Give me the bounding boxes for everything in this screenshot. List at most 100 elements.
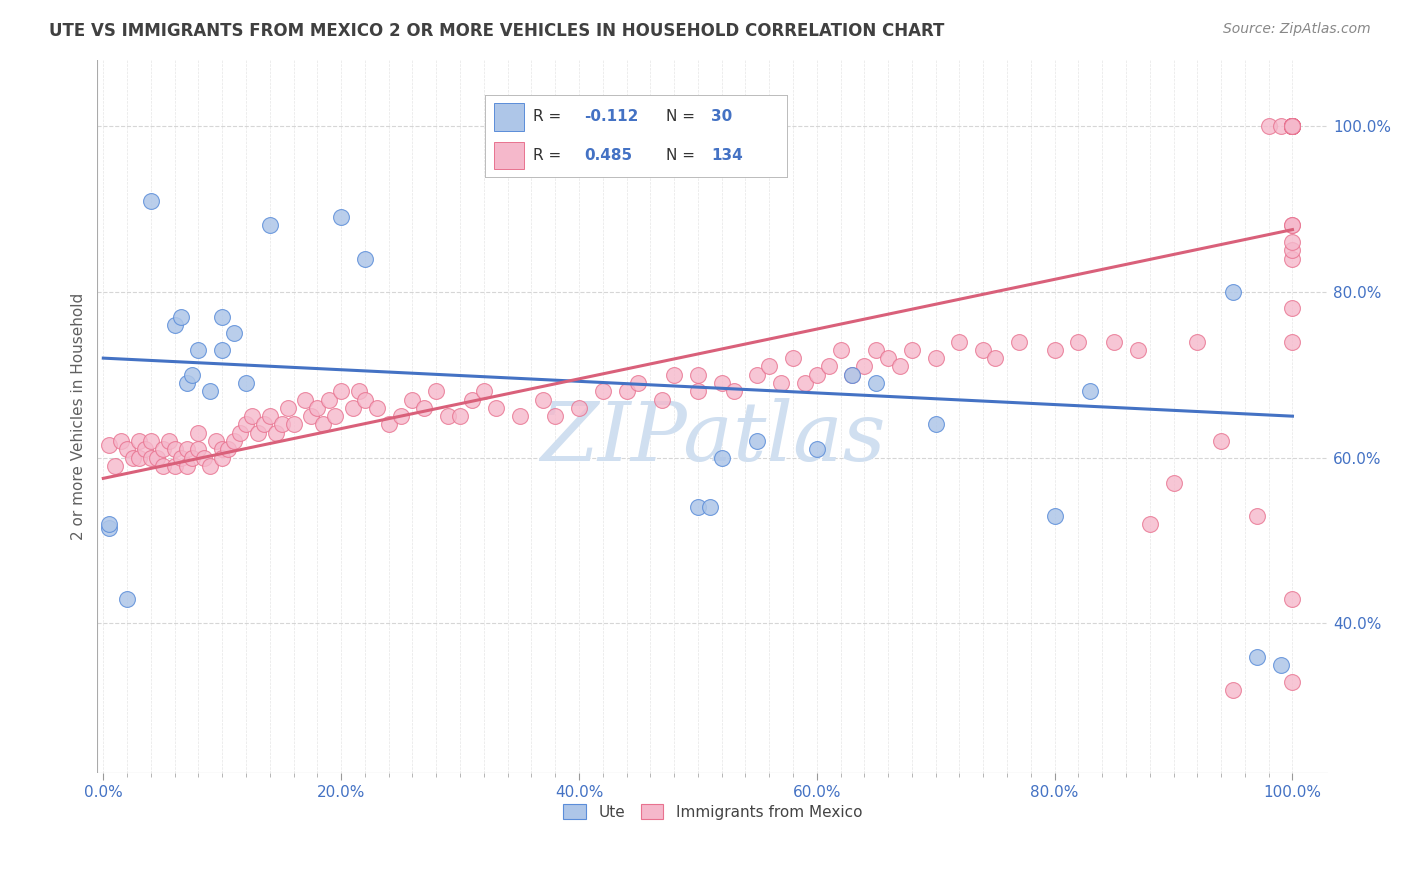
Point — [830, 343, 852, 357]
Point — [1281, 119, 1303, 133]
Point — [1281, 119, 1303, 133]
Point — [211, 310, 233, 324]
Point — [1281, 674, 1303, 689]
Point — [312, 417, 335, 432]
Point — [229, 425, 252, 440]
Point — [1281, 301, 1303, 316]
Point — [1281, 119, 1303, 133]
Point — [747, 434, 769, 448]
Point — [139, 194, 162, 208]
Point — [877, 351, 900, 365]
Text: Source: ZipAtlas.com: Source: ZipAtlas.com — [1223, 22, 1371, 37]
Point — [235, 376, 257, 390]
Point — [485, 401, 508, 415]
Point — [128, 450, 150, 465]
Point — [270, 417, 292, 432]
Point — [662, 368, 685, 382]
Point — [115, 442, 138, 457]
Point — [211, 450, 233, 465]
Point — [806, 368, 828, 382]
Point — [98, 438, 121, 452]
Point — [401, 392, 423, 407]
Point — [330, 384, 353, 399]
Point — [425, 384, 447, 399]
Point — [235, 417, 257, 432]
Point — [1270, 119, 1292, 133]
Point — [259, 409, 281, 424]
Point — [139, 450, 162, 465]
Point — [925, 351, 948, 365]
Point — [152, 442, 174, 457]
Point — [157, 434, 180, 448]
Point — [187, 425, 209, 440]
Point — [1281, 119, 1303, 133]
Point — [110, 434, 132, 448]
Point — [200, 384, 222, 399]
Point — [323, 409, 346, 424]
Point — [710, 450, 733, 465]
Point — [1281, 119, 1303, 133]
Point — [710, 376, 733, 390]
Point — [1281, 119, 1303, 133]
Point — [865, 343, 887, 357]
Y-axis label: 2 or more Vehicles in Household: 2 or more Vehicles in Household — [72, 293, 86, 540]
Point — [98, 516, 121, 531]
Point — [307, 401, 329, 415]
Point — [1281, 119, 1303, 133]
Legend: Ute, Immigrants from Mexico: Ute, Immigrants from Mexico — [557, 797, 869, 826]
Point — [176, 458, 198, 473]
Point — [283, 417, 305, 432]
Point — [389, 409, 412, 424]
Point — [686, 384, 709, 399]
Point — [627, 376, 650, 390]
Point — [1281, 119, 1303, 133]
Point — [264, 425, 287, 440]
Point — [259, 219, 281, 233]
Point — [205, 434, 228, 448]
Point — [1211, 434, 1233, 448]
Text: ZIPatlas: ZIPatlas — [540, 398, 886, 477]
Point — [1257, 119, 1279, 133]
Point — [104, 458, 127, 473]
Point — [1281, 119, 1303, 133]
Point — [1281, 219, 1303, 233]
Point — [1281, 252, 1303, 266]
Point — [1163, 475, 1185, 490]
Point — [1281, 244, 1303, 258]
Point — [747, 368, 769, 382]
Point — [1281, 119, 1303, 133]
Point — [98, 521, 121, 535]
Point — [163, 458, 186, 473]
Point — [134, 442, 156, 457]
Point — [901, 343, 924, 357]
Point — [770, 376, 793, 390]
Point — [806, 442, 828, 457]
Point — [169, 310, 191, 324]
Point — [817, 359, 839, 374]
Point — [240, 409, 263, 424]
Point — [1281, 119, 1303, 133]
Point — [193, 450, 215, 465]
Point — [925, 417, 948, 432]
Point — [948, 334, 970, 349]
Point — [508, 409, 530, 424]
Point — [224, 326, 246, 341]
Point — [1246, 649, 1268, 664]
Point — [1281, 119, 1303, 133]
Point — [1281, 119, 1303, 133]
Point — [782, 351, 804, 365]
Point — [413, 401, 436, 415]
Point — [1067, 334, 1090, 349]
Point — [972, 343, 994, 357]
Point — [758, 359, 780, 374]
Point — [651, 392, 673, 407]
Point — [294, 392, 316, 407]
Point — [472, 384, 495, 399]
Point — [1281, 119, 1303, 133]
Point — [437, 409, 460, 424]
Point — [699, 500, 721, 515]
Point — [1246, 508, 1268, 523]
Point — [841, 368, 863, 382]
Point — [889, 359, 911, 374]
Point — [1281, 119, 1303, 133]
